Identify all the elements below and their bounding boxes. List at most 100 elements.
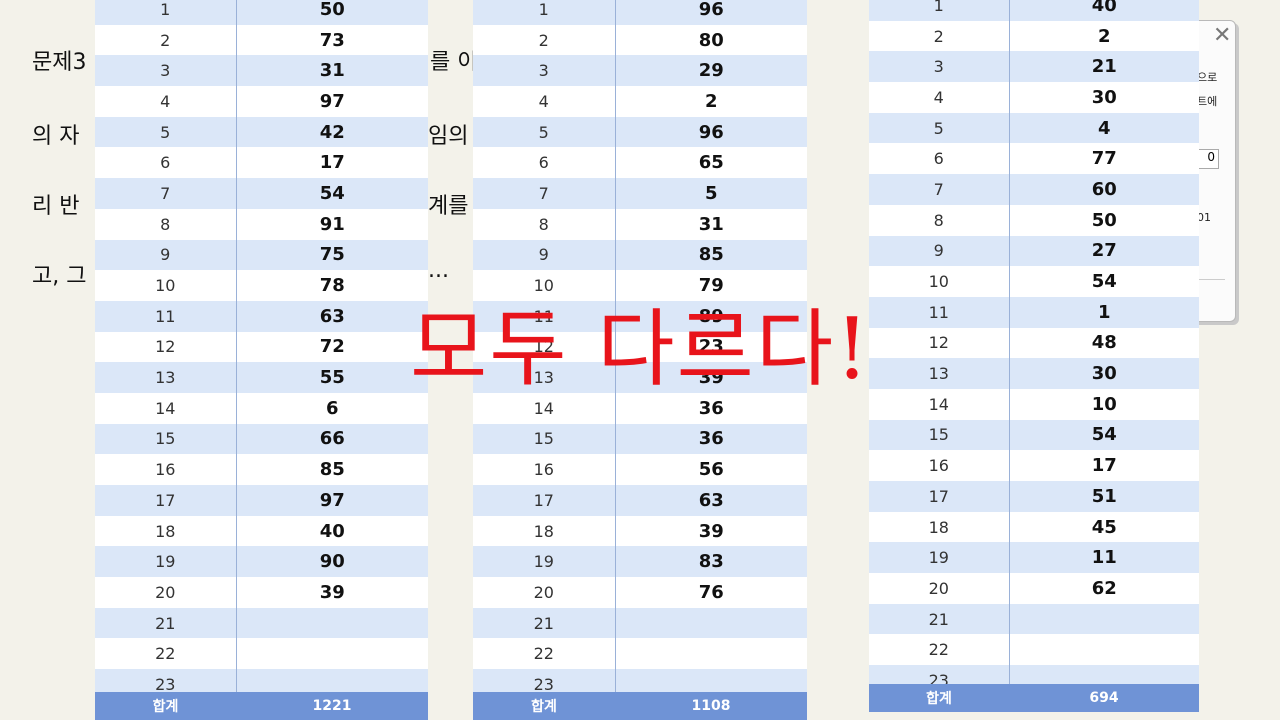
row-number: 16 bbox=[95, 454, 237, 485]
row-value[interactable]: 72 bbox=[236, 331, 428, 363]
overlay-annotation: 모두 다르다! bbox=[410, 300, 871, 398]
row-number: 12 bbox=[473, 331, 616, 363]
row-value[interactable]: 2 bbox=[1009, 20, 1199, 52]
row-number: 21 bbox=[95, 607, 237, 639]
row-value[interactable]: 40 bbox=[1009, 0, 1199, 21]
row-value[interactable]: 39 bbox=[615, 362, 807, 393]
table-row: 21 bbox=[473, 607, 807, 639]
row-value[interactable]: 89 bbox=[615, 300, 807, 332]
row-value[interactable]: 23 bbox=[615, 331, 807, 363]
row-number: 10 bbox=[473, 270, 616, 301]
row-value[interactable]: 60 bbox=[1009, 174, 1199, 205]
table-row: 3 29 bbox=[473, 55, 807, 87]
row-number: 16 bbox=[869, 450, 1010, 481]
dialog-label-3: 01 bbox=[1197, 211, 1211, 224]
table-row: 14 36 bbox=[473, 392, 807, 424]
row-value[interactable]: 45 bbox=[1009, 511, 1199, 543]
row-value[interactable]: 30 bbox=[1009, 358, 1199, 389]
table-panel-3: 1 40 2 2 3 21 4 30 5 4 6 77 7 60 8 50 9 27 10 54 11 1 12 48 13 30… bbox=[869, 0, 1199, 712]
row-value[interactable]: 39 bbox=[615, 515, 807, 547]
table-row: 14 6 bbox=[95, 392, 428, 424]
table-row: 8 31 bbox=[473, 208, 807, 240]
close-icon[interactable]: ✕ bbox=[1213, 23, 1232, 48]
row-value[interactable]: 83 bbox=[615, 546, 807, 578]
table-row: 17 63 bbox=[473, 485, 807, 516]
slide-text-line-2: 의 자 bbox=[32, 124, 80, 149]
row-value[interactable]: 73 bbox=[236, 24, 428, 56]
row-value[interactable]: 1 bbox=[1009, 296, 1199, 328]
row-value[interactable]: 76 bbox=[615, 577, 807, 608]
row-value[interactable]: 96 bbox=[615, 0, 807, 25]
row-value[interactable]: 17 bbox=[236, 147, 428, 179]
row-value[interactable] bbox=[1009, 634, 1199, 666]
row-value[interactable]: 54 bbox=[236, 178, 428, 209]
table-row: 6 77 bbox=[869, 143, 1199, 175]
table-row: 19 90 bbox=[95, 546, 428, 578]
row-value[interactable]: 65 bbox=[615, 147, 807, 179]
row-value[interactable]: 91 bbox=[236, 208, 428, 240]
row-value[interactable]: 42 bbox=[236, 116, 428, 148]
table-row: 17 51 bbox=[869, 481, 1199, 512]
row-value[interactable]: 2 bbox=[615, 86, 807, 117]
row-value[interactable]: 17 bbox=[1009, 450, 1199, 481]
row-value[interactable] bbox=[615, 638, 807, 670]
row-value[interactable]: 6 bbox=[236, 392, 428, 424]
row-value[interactable]: 97 bbox=[236, 485, 428, 516]
row-value[interactable] bbox=[1009, 603, 1199, 635]
sum-value: 694 bbox=[1089, 690, 1119, 706]
row-value[interactable]: 78 bbox=[236, 270, 428, 301]
row-value[interactable] bbox=[615, 607, 807, 639]
row-value[interactable]: 96 bbox=[615, 116, 807, 148]
row-value[interactable]: 29 bbox=[615, 55, 807, 87]
row-value[interactable]: 63 bbox=[615, 485, 807, 516]
row-value[interactable]: 27 bbox=[1009, 235, 1199, 267]
row-number: 11 bbox=[869, 296, 1010, 328]
row-value[interactable]: 50 bbox=[236, 0, 428, 25]
row-number: 11 bbox=[95, 300, 237, 332]
row-value[interactable] bbox=[236, 638, 428, 670]
table-row: 11 89 bbox=[473, 300, 807, 332]
row-value[interactable]: 31 bbox=[236, 55, 428, 87]
row-value[interactable]: 11 bbox=[1009, 542, 1199, 574]
slide-text-line-3: 리 반 bbox=[32, 194, 80, 219]
table-row: 1 96 bbox=[473, 0, 807, 25]
row-value[interactable]: 77 bbox=[1009, 143, 1199, 175]
row-value[interactable]: 4 bbox=[1009, 112, 1199, 144]
row-value[interactable]: 48 bbox=[1009, 327, 1199, 359]
row-value[interactable]: 56 bbox=[615, 454, 807, 485]
row-value[interactable]: 5 bbox=[615, 178, 807, 209]
table-row: 1 40 bbox=[869, 0, 1199, 21]
row-value[interactable]: 39 bbox=[236, 577, 428, 608]
row-value[interactable]: 80 bbox=[615, 24, 807, 56]
table-row: 4 30 bbox=[869, 82, 1199, 113]
row-value[interactable]: 36 bbox=[615, 392, 807, 424]
row-value[interactable]: 85 bbox=[236, 454, 428, 485]
table-row: 6 65 bbox=[473, 147, 807, 179]
row-value[interactable]: 36 bbox=[615, 423, 807, 455]
row-value[interactable]: 79 bbox=[615, 270, 807, 301]
row-value[interactable]: 97 bbox=[236, 86, 428, 117]
row-value[interactable] bbox=[236, 607, 428, 639]
row-value[interactable]: 63 bbox=[236, 300, 428, 332]
row-value[interactable]: 31 bbox=[615, 208, 807, 240]
row-value[interactable]: 54 bbox=[1009, 266, 1199, 297]
slide-text-line-4: 고, 그 bbox=[32, 264, 87, 289]
row-value[interactable]: 10 bbox=[1009, 388, 1199, 420]
row-value[interactable]: 21 bbox=[1009, 51, 1199, 83]
row-value[interactable]: 90 bbox=[236, 546, 428, 578]
row-value[interactable]: 55 bbox=[236, 362, 428, 393]
row-number: 4 bbox=[473, 86, 616, 117]
row-value[interactable]: 51 bbox=[1009, 481, 1199, 512]
row-value[interactable]: 66 bbox=[236, 423, 428, 455]
table-row: 20 76 bbox=[473, 577, 807, 608]
row-value[interactable]: 30 bbox=[1009, 82, 1199, 113]
row-value[interactable]: 75 bbox=[236, 239, 428, 271]
row-value[interactable]: 50 bbox=[1009, 204, 1199, 236]
row-value[interactable]: 62 bbox=[1009, 573, 1199, 604]
row-value[interactable]: 85 bbox=[615, 239, 807, 271]
row-value[interactable]: 40 bbox=[236, 515, 428, 547]
row-number: 5 bbox=[95, 116, 237, 148]
row-value[interactable]: 54 bbox=[1009, 419, 1199, 451]
